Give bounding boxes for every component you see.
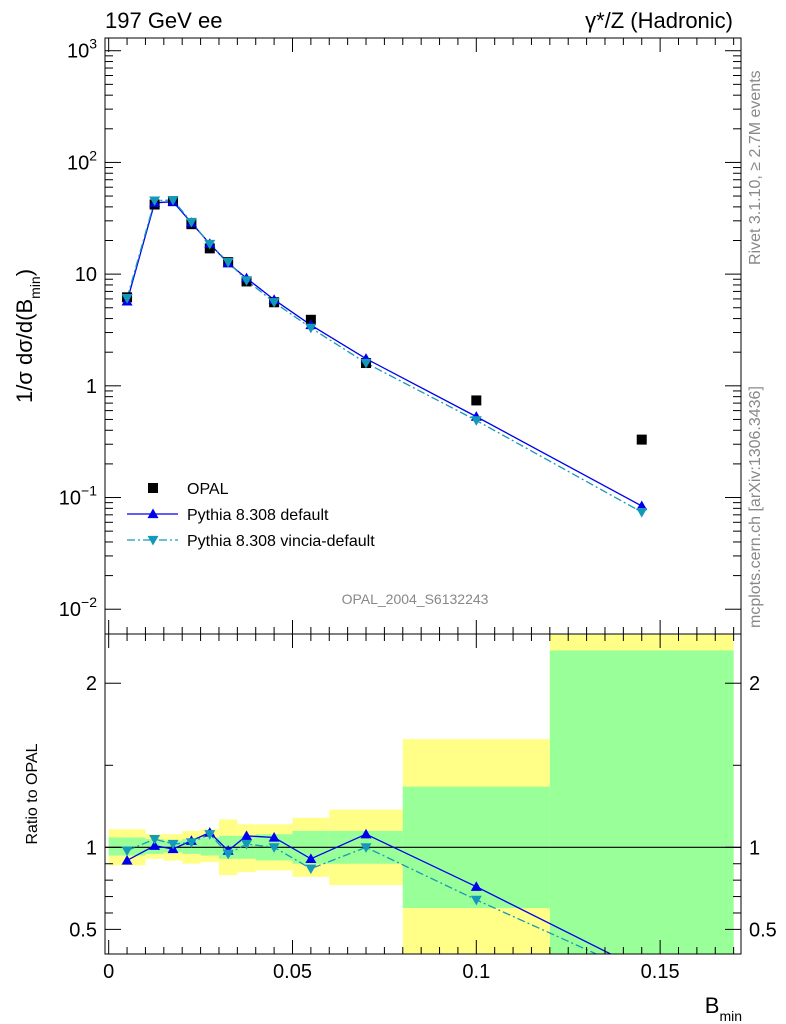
rivet-label: Rivet 3.1.10, ≥ 2.7M events: [747, 70, 764, 265]
xtick-label: 0.05: [273, 961, 312, 983]
main-point-s2-7: [268, 298, 280, 308]
main-point-s2-8: [305, 323, 317, 334]
ratio-point-s1-6: [241, 839, 253, 850]
main-ytick-label: 102: [67, 147, 97, 174]
legend: OPAL Pythia 8.308 default Pythia 8.308 vin…: [127, 481, 375, 550]
ratio-point-s1-1: [149, 835, 161, 845]
right-title: γ*/Z (Hadronic): [585, 8, 733, 33]
ratio-frame: [104, 633, 742, 955]
x-axis-label: Bmin: [705, 993, 742, 1024]
legend-marker-2: [147, 535, 159, 546]
ratio-point-s1-5: [222, 849, 234, 860]
ratio-ytick-label-right: 2: [749, 673, 760, 695]
ratio-ytick-label-right: 1: [749, 837, 760, 859]
ratio-point-s1-9: [360, 843, 372, 853]
ratio-point-s1-3: [185, 838, 197, 848]
main-ytick-label: 10−1: [59, 483, 97, 510]
main-point-s0-10: [471, 395, 482, 406]
main-ytick-label: 103: [67, 36, 97, 63]
legend-label-0: OPAL: [187, 481, 229, 498]
ratio-y-axis-label: Ratio to OPAL: [24, 743, 41, 844]
ratio-point-s0-9: [360, 828, 372, 839]
ratio-point-s1-4: [204, 830, 216, 840]
ratio-point-s0-10: [470, 881, 482, 891]
main-ytick-label: 10: [75, 264, 97, 286]
main-point-s2-10: [470, 416, 482, 426]
legend-marker-0: [148, 483, 158, 493]
ratio-point-s0-8: [305, 853, 317, 863]
main-y-axis-label: 1/σ dσ/d(Bmin): [12, 269, 43, 403]
main-point-s0-11: [636, 434, 647, 445]
ratio-point-s1-10: [470, 895, 482, 906]
main-point-s2-5: [222, 258, 234, 268]
left-title: 197 GeV ee: [105, 8, 222, 33]
main-point-s2-2: [167, 195, 179, 206]
xtick-label: 0: [103, 961, 114, 983]
main-point-s2-6: [241, 276, 253, 286]
ratio-ytick-label-left: 2: [86, 673, 97, 695]
main-ytick-label: 10−2: [59, 594, 97, 621]
main-ytick-label: 1: [86, 376, 97, 398]
ratio-point-s0-6: [241, 830, 253, 840]
ratio-point-s1-8: [305, 864, 317, 875]
analysis-id: OPAL_2004_S6132243: [342, 591, 489, 607]
main-point-s1-11: [636, 500, 648, 511]
ratio-point-s0-7: [268, 831, 280, 842]
ratio-point-s0-1: [149, 840, 161, 850]
main-point-s2-1: [149, 196, 161, 207]
main-point-s2-0: [121, 293, 133, 304]
main-panel: 10−2 10−1 1 10 102 103 1/σ dσ/d(Bmin) OPAL_20…: [12, 36, 742, 635]
ratio-ytick-label-left: 1: [86, 837, 97, 859]
main-point-s2-3: [185, 217, 197, 228]
ratio-point-s1-0: [121, 846, 133, 857]
legend-label-1: Pythia 8.308 default: [187, 507, 329, 524]
main-point-s2-4: [204, 239, 216, 250]
xtick-label: 0.15: [641, 961, 680, 983]
mcplots-label: mcplots.cern.ch [arXiv:1306.3436]: [747, 386, 764, 628]
stat-uncertainty-band: [200, 837, 219, 856]
ratio-ytick-label-right: 0.5: [749, 919, 777, 941]
legend-label-2: Pythia 8.308 vincia-default: [187, 533, 375, 550]
ratio-series-line-1: [126, 833, 598, 954]
xtick-label: 0.1: [462, 961, 490, 983]
ratio-point-s1-2: [167, 839, 179, 850]
main-series-line-2: [126, 199, 643, 513]
ratio-ytick-label-left: 0.5: [69, 919, 97, 941]
ratio-point-s0-0: [121, 854, 133, 865]
ratio-series-line-0: [126, 831, 613, 954]
main-series-line-1: [126, 201, 643, 507]
legend-marker-1: [147, 508, 159, 519]
ratio-point-s1-7: [268, 843, 280, 853]
ratio-panel: 0.5 0.5 1 1 2 2 0 0.05 0.1 0.15 Ratio to OPAL Bmi…: [24, 633, 777, 1024]
main-point-s2-11: [636, 508, 648, 518]
main-point-s2-9: [360, 358, 372, 369]
stat-uncertainty-band: [549, 650, 734, 954]
